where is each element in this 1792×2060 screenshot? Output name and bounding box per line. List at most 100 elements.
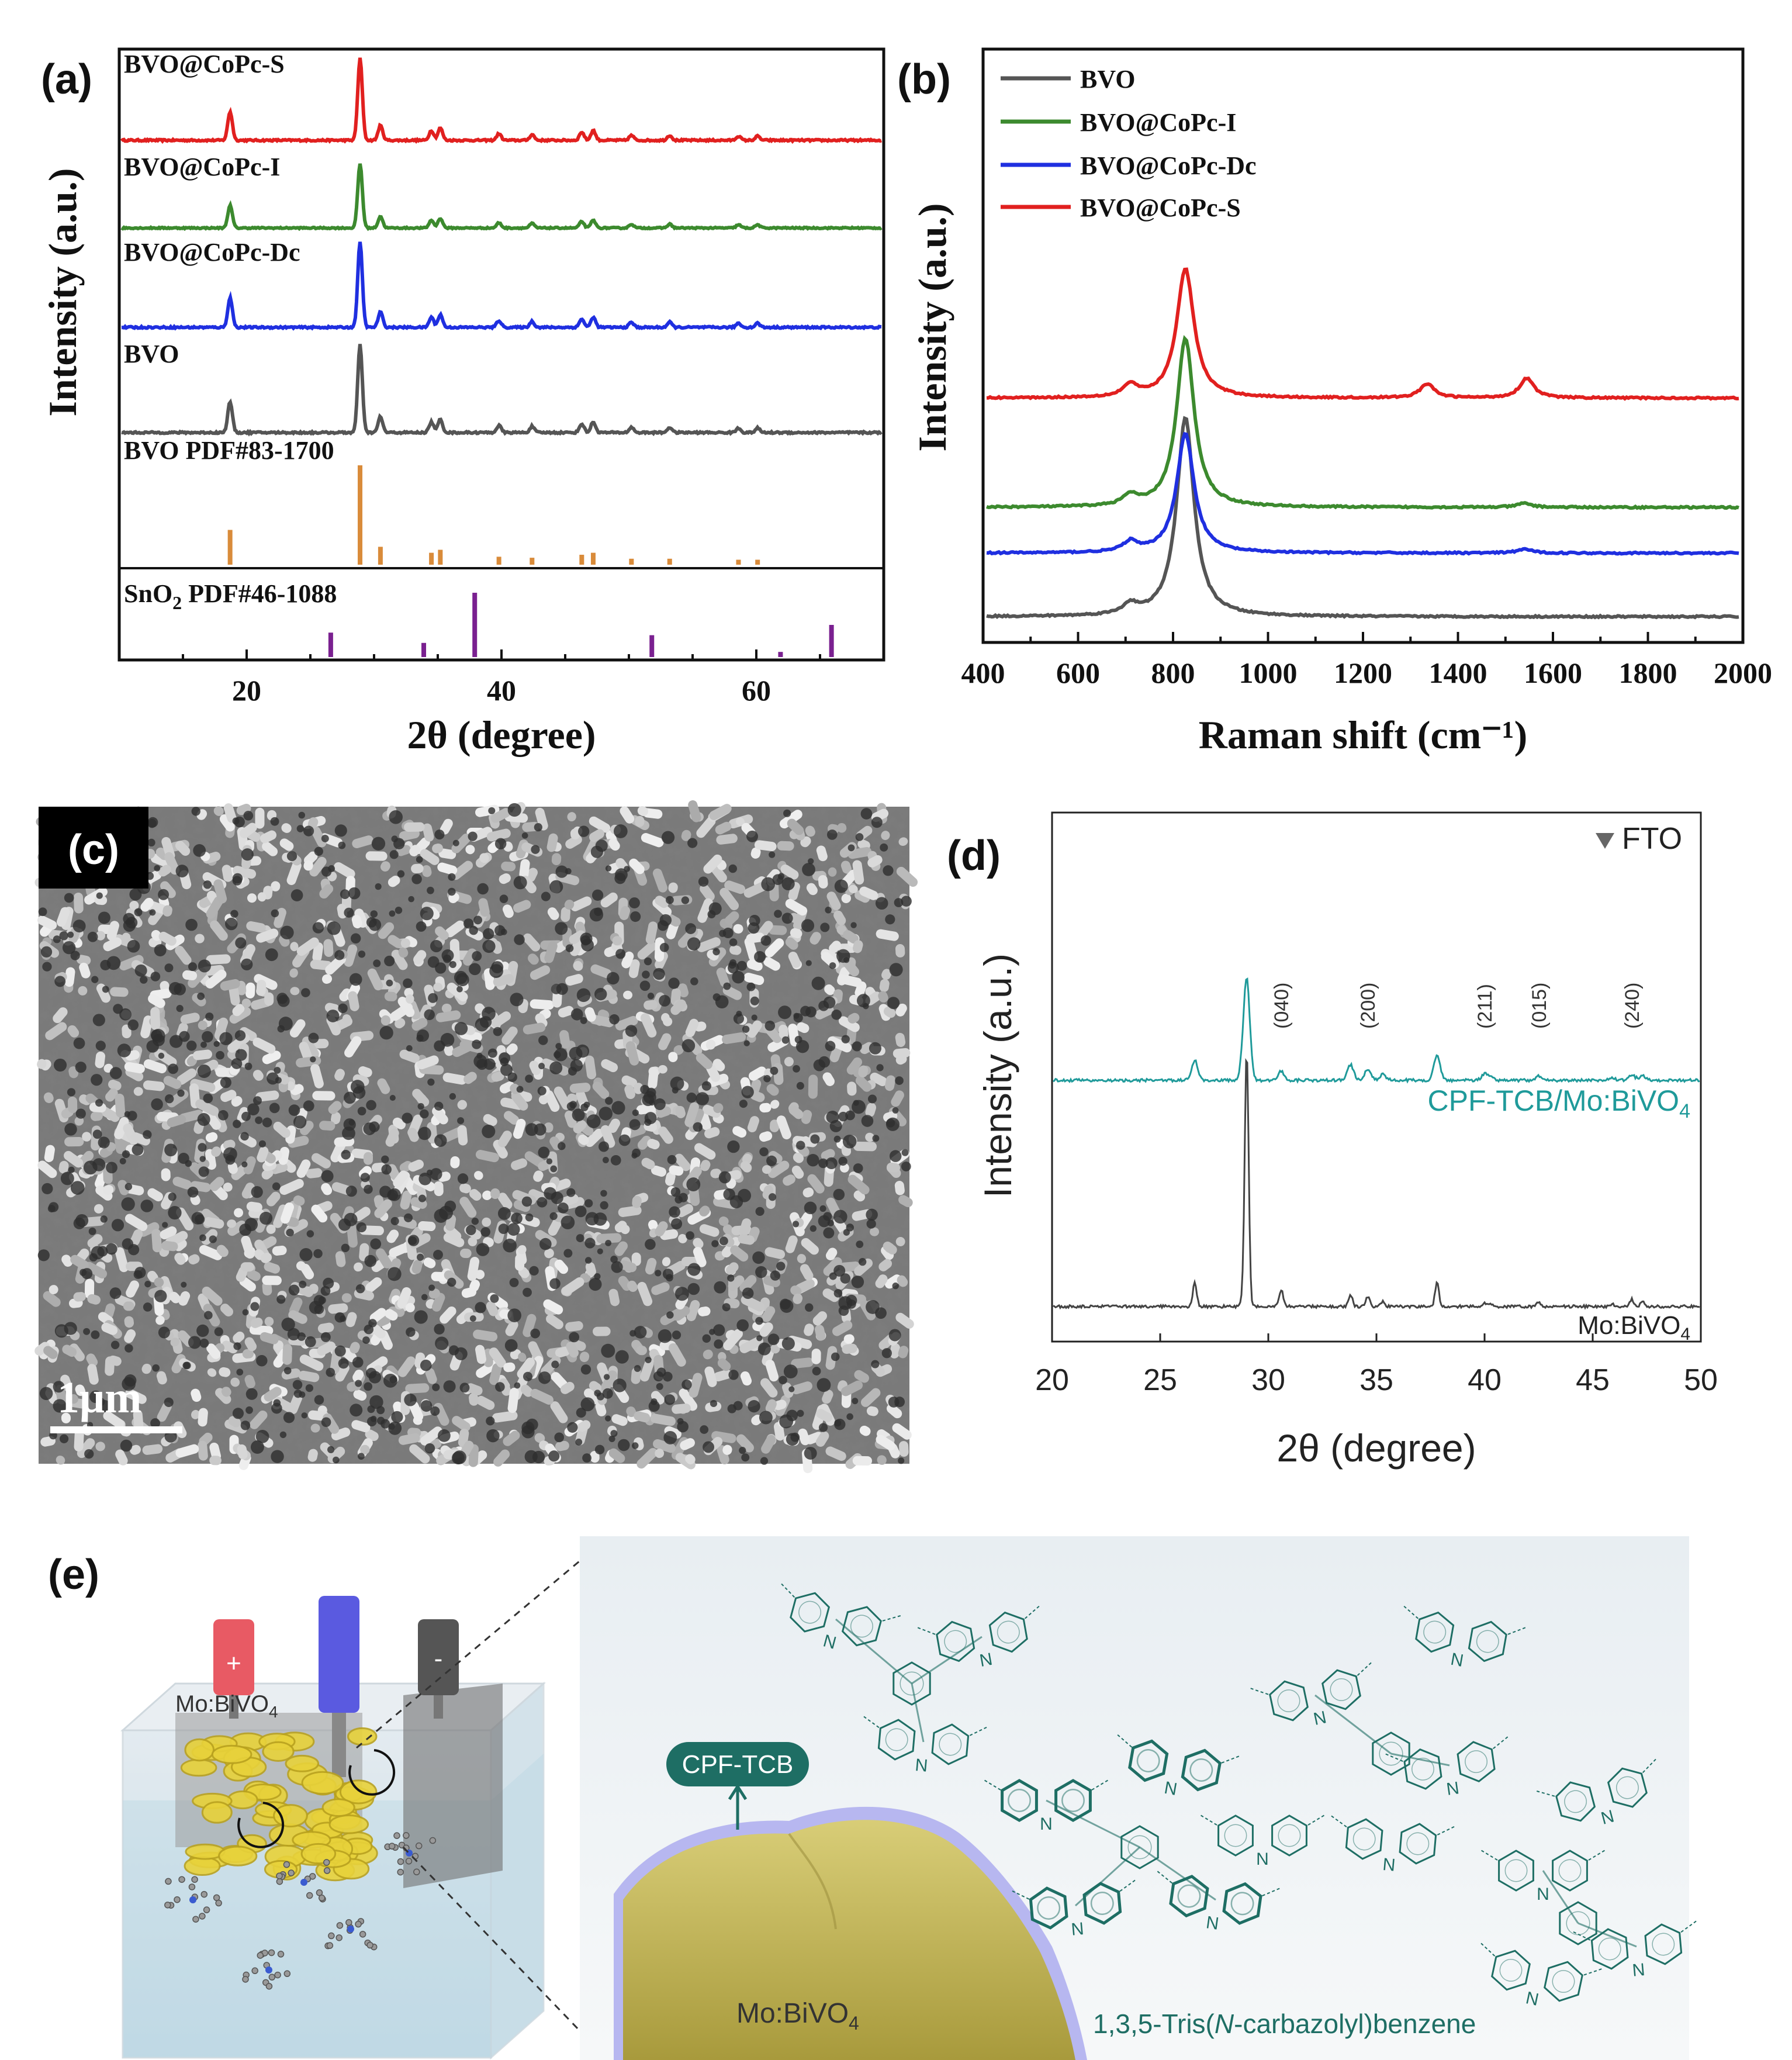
sem-grain <box>56 1456 65 1465</box>
sem-grain <box>859 1425 871 1436</box>
sem-grain <box>34 1342 50 1356</box>
sem-grain <box>793 1152 804 1163</box>
sem-grain <box>215 1388 231 1404</box>
sem-pore <box>831 1010 842 1020</box>
ring <box>841 1606 882 1647</box>
ring <box>988 1611 1028 1653</box>
sem-grain <box>890 1343 900 1359</box>
sem-pore <box>416 921 427 932</box>
sem-grain <box>202 1108 222 1130</box>
sem-grain <box>227 1162 238 1174</box>
sem-grain <box>493 1139 508 1159</box>
sem-pore <box>714 1339 724 1349</box>
sem-pore <box>524 1450 538 1463</box>
sem-pore <box>362 1336 370 1344</box>
sem-pore <box>741 1453 750 1462</box>
sem-pore <box>168 1205 182 1220</box>
sem-grain <box>231 1095 243 1107</box>
sem-pore <box>449 1093 456 1100</box>
sem-pore <box>368 1319 377 1328</box>
sem-grain <box>629 858 645 875</box>
sem-pore <box>751 1014 757 1021</box>
sem-pore <box>443 1380 456 1393</box>
sem-grain <box>811 1349 821 1364</box>
sem-pore <box>273 1399 281 1407</box>
sem-pore <box>299 1280 307 1288</box>
sem-pore <box>634 1365 641 1372</box>
sem-grain <box>452 1416 471 1432</box>
atom <box>316 1889 323 1896</box>
sem-grain <box>158 865 171 877</box>
sem-pore <box>219 1032 233 1045</box>
sem-pore <box>558 1202 569 1214</box>
sem-pore <box>407 1235 420 1246</box>
sem-grain <box>158 931 177 946</box>
sem-pore <box>659 914 672 927</box>
sem-pore <box>833 1209 847 1224</box>
sem-grain <box>411 1260 423 1274</box>
sem-pore <box>549 880 563 894</box>
sem-pore <box>901 1162 911 1171</box>
panel-c-label: (c) <box>68 827 119 873</box>
plus-sign: + <box>226 1649 241 1678</box>
panel-a-label: (a) <box>41 56 92 103</box>
sem-pore <box>783 809 791 817</box>
sem-grain <box>169 1291 181 1304</box>
sem-grain <box>544 1090 560 1112</box>
sem-pore <box>629 1119 641 1131</box>
sem-grain <box>883 1241 897 1255</box>
sem-grain <box>673 1045 684 1055</box>
sem-pore <box>350 933 361 944</box>
sem-grain <box>546 833 558 852</box>
sem-pore <box>615 949 626 959</box>
sem-pore <box>384 955 395 967</box>
sem-pore <box>746 982 756 991</box>
plus-electrode <box>213 1619 254 1695</box>
sem-grain <box>234 1208 244 1218</box>
sem-pore <box>551 1360 559 1368</box>
sem-grain <box>327 1446 345 1464</box>
sem-grain <box>219 814 235 832</box>
sem-pore <box>355 1380 362 1387</box>
sem-pore <box>767 1333 780 1346</box>
sno2-reference-bar <box>472 593 478 657</box>
sem-pore <box>800 1005 811 1017</box>
panel-e-scheme: (e) + - Mo:BiVO4 <box>48 1536 1698 2060</box>
sem-grain <box>461 1287 477 1298</box>
sem-grain <box>142 1444 163 1455</box>
atom <box>413 1868 420 1876</box>
sem-pore <box>127 1244 140 1256</box>
sem-pore <box>871 1360 880 1368</box>
x-tick-label: 1000 <box>1239 656 1298 689</box>
sem-grain <box>637 1135 652 1150</box>
sem-pore <box>605 1415 611 1422</box>
sem-pore <box>72 920 86 933</box>
atom <box>165 1878 172 1885</box>
sem-pore <box>256 1355 268 1367</box>
sem-grain <box>209 1456 222 1465</box>
sem-pore <box>297 1332 306 1341</box>
sem-pore <box>42 962 52 972</box>
sem-grain <box>246 1201 262 1212</box>
sem-grain <box>804 1323 814 1336</box>
sem-pore <box>313 1249 323 1259</box>
sem-grain <box>260 1253 272 1263</box>
sem-pore <box>554 1432 565 1443</box>
sem-grain <box>435 926 449 941</box>
sem-grain <box>881 969 892 980</box>
sem-pore <box>70 1181 85 1195</box>
sem-pore <box>855 833 864 841</box>
sem-grain <box>608 1118 621 1133</box>
sem-pore <box>712 948 720 956</box>
sem-pore <box>509 1278 519 1287</box>
sem-grain <box>286 860 302 886</box>
panel-d-xrd: (d) (040) (200) (211) (015) (240) FTO CPF-TC… <box>947 811 1718 1470</box>
hkl-label: (240) <box>1621 983 1644 1029</box>
sem-pore <box>220 1077 231 1088</box>
sem-grain <box>626 1406 636 1418</box>
sem-grain <box>233 1331 245 1343</box>
sem-pore <box>645 1356 652 1364</box>
sem-pore <box>624 866 630 872</box>
sem-pore <box>503 1238 517 1253</box>
sem-grain <box>164 852 180 875</box>
